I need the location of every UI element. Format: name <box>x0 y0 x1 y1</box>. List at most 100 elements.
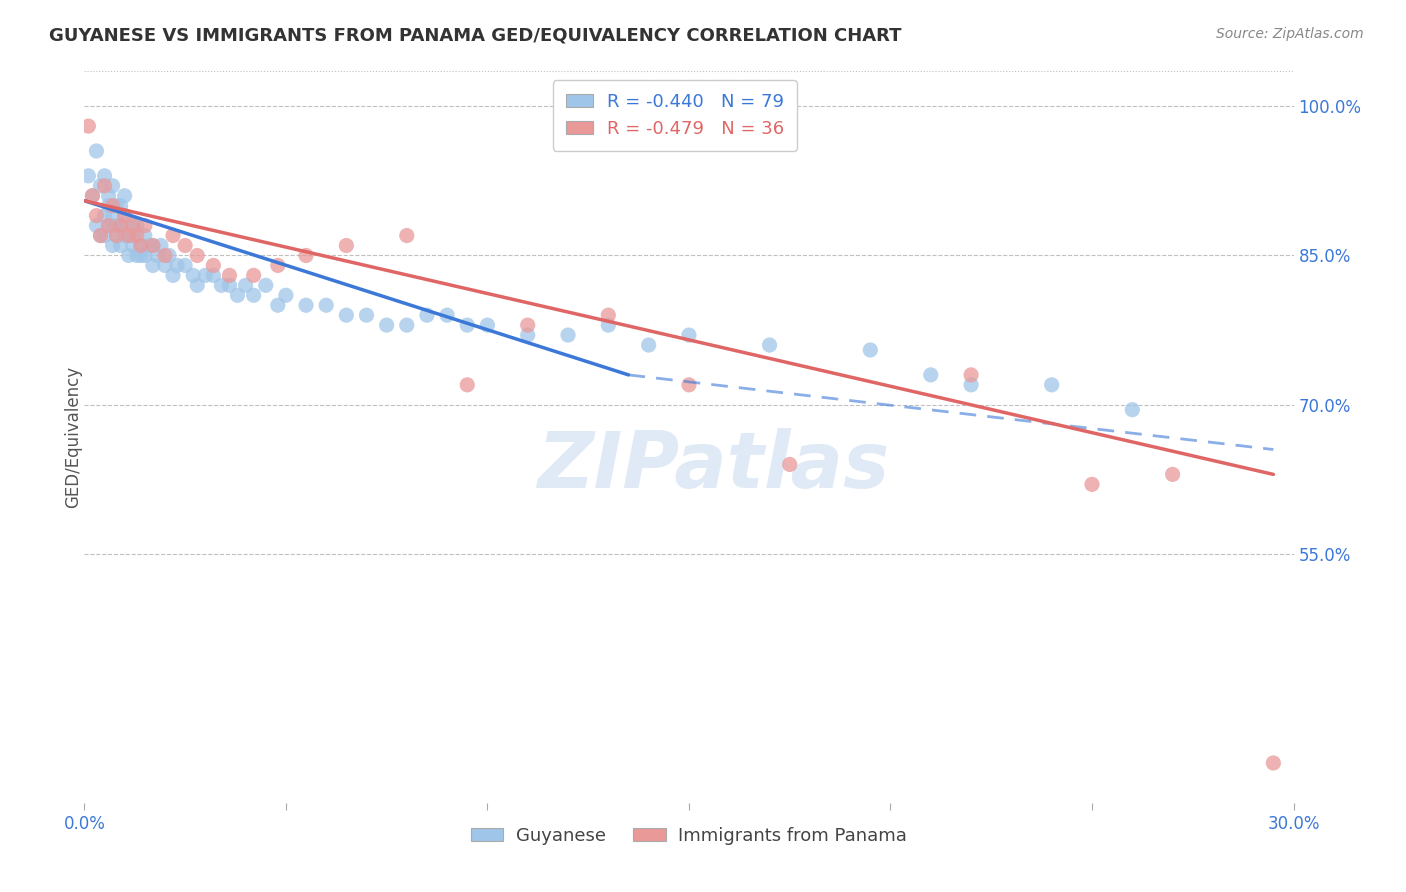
Point <box>779 458 801 472</box>
Point <box>93 178 115 193</box>
Point <box>97 199 120 213</box>
Point <box>82 188 104 202</box>
Point <box>194 268 217 283</box>
Text: Source: ZipAtlas.com: Source: ZipAtlas.com <box>1216 27 1364 41</box>
Point <box>335 238 357 252</box>
Point <box>121 219 143 233</box>
Point <box>118 228 141 243</box>
Point <box>142 238 165 252</box>
Point <box>516 328 538 343</box>
Point <box>129 248 152 262</box>
Point <box>186 248 208 262</box>
Text: GUYANESE VS IMMIGRANTS FROM PANAMA GED/EQUIVALENCY CORRELATION CHART: GUYANESE VS IMMIGRANTS FROM PANAMA GED/E… <box>49 27 901 45</box>
Point <box>134 248 156 262</box>
Point <box>97 219 120 233</box>
Point <box>274 288 297 302</box>
Point <box>335 308 357 322</box>
Point <box>153 248 176 262</box>
Point <box>101 219 124 233</box>
Point <box>758 338 780 352</box>
Point <box>93 169 115 183</box>
Point <box>105 228 128 243</box>
Point <box>477 318 499 332</box>
Point <box>110 219 132 233</box>
Point <box>859 343 882 357</box>
Legend: Guyanese, Immigrants from Panama: Guyanese, Immigrants from Panama <box>464 820 914 852</box>
Y-axis label: GED/Equivalency: GED/Equivalency <box>65 366 82 508</box>
Point <box>134 219 156 233</box>
Point <box>516 318 538 332</box>
Point <box>89 228 111 243</box>
Point <box>436 308 458 322</box>
Point <box>86 209 108 223</box>
Point <box>114 209 136 223</box>
Point <box>101 178 124 193</box>
Point <box>125 248 148 262</box>
Point <box>960 377 983 392</box>
Point <box>242 288 264 302</box>
Point <box>105 199 128 213</box>
Point <box>93 228 115 243</box>
Point <box>920 368 942 382</box>
Point <box>142 238 165 252</box>
Point <box>97 188 120 202</box>
Point <box>125 228 148 243</box>
Point <box>125 219 148 233</box>
Point <box>598 308 620 322</box>
Point <box>93 209 115 223</box>
Point <box>129 238 152 252</box>
Point <box>114 228 136 243</box>
Point <box>395 318 418 332</box>
Point <box>110 238 132 252</box>
Point <box>129 238 152 252</box>
Point <box>678 328 700 343</box>
Point <box>678 377 700 392</box>
Point <box>637 338 659 352</box>
Point <box>157 248 180 262</box>
Point <box>77 169 100 183</box>
Point <box>121 219 143 233</box>
Point <box>254 278 277 293</box>
Point <box>142 259 165 273</box>
Point <box>235 278 257 293</box>
Point <box>110 199 132 213</box>
Point <box>134 228 156 243</box>
Point <box>174 259 197 273</box>
Point <box>101 209 124 223</box>
Point <box>162 268 184 283</box>
Point <box>181 268 204 283</box>
Point <box>174 238 197 252</box>
Point <box>1263 756 1285 770</box>
Point <box>456 377 478 392</box>
Point <box>86 144 108 158</box>
Point <box>267 259 290 273</box>
Point <box>121 238 143 252</box>
Point <box>242 268 264 283</box>
Text: ZIPatlas: ZIPatlas <box>537 428 889 504</box>
Point <box>166 259 188 273</box>
Point <box>101 199 124 213</box>
Point <box>960 368 983 382</box>
Point <box>1081 477 1104 491</box>
Point <box>209 278 232 293</box>
Point <box>146 248 169 262</box>
Point <box>118 248 141 262</box>
Point <box>114 209 136 223</box>
Point <box>97 219 120 233</box>
Point <box>395 228 418 243</box>
Point <box>162 228 184 243</box>
Point <box>315 298 337 312</box>
Point <box>1121 402 1143 417</box>
Point <box>138 238 160 252</box>
Point <box>153 259 176 273</box>
Point <box>77 119 100 133</box>
Point <box>598 318 620 332</box>
Point <box>456 318 478 332</box>
Point <box>101 238 124 252</box>
Point <box>218 268 240 283</box>
Point <box>1161 467 1184 482</box>
Point <box>186 278 208 293</box>
Point <box>114 188 136 202</box>
Point <box>295 248 318 262</box>
Point <box>416 308 439 322</box>
